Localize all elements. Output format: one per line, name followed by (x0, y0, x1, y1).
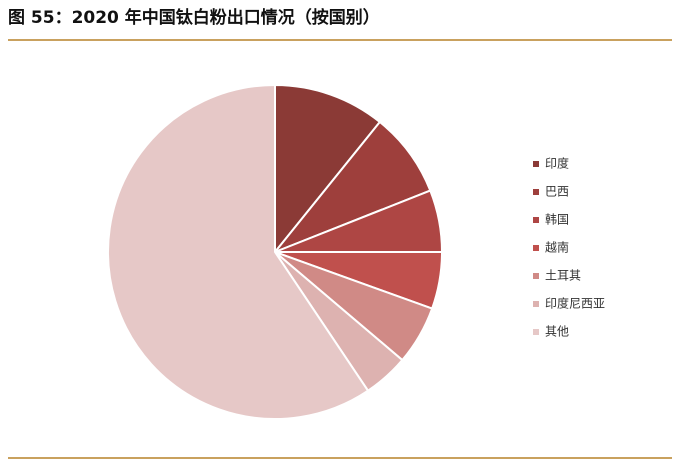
legend-label: 印度尼西亚 (545, 296, 605, 311)
legend-label: 韩国 (545, 212, 569, 227)
legend-swatch (533, 189, 539, 195)
pie-slice (274, 83, 382, 255)
legend-label: 印度 (545, 156, 569, 171)
legend-label: 其他 (545, 325, 569, 339)
legend-swatch (533, 217, 539, 223)
chart-title: 图 55：2020 年中国钛白粉出口情况（按国别） (8, 7, 380, 28)
legend-swatch (533, 301, 539, 307)
legend-swatch (533, 273, 539, 279)
legend-label: 巴西 (545, 185, 569, 199)
legend-swatch (533, 161, 539, 167)
legend-label: 越南 (545, 240, 569, 255)
pie-slice (107, 83, 370, 420)
legend-label: 土耳其 (545, 269, 581, 283)
legend-swatch (533, 329, 539, 335)
legend-swatch (533, 245, 539, 251)
